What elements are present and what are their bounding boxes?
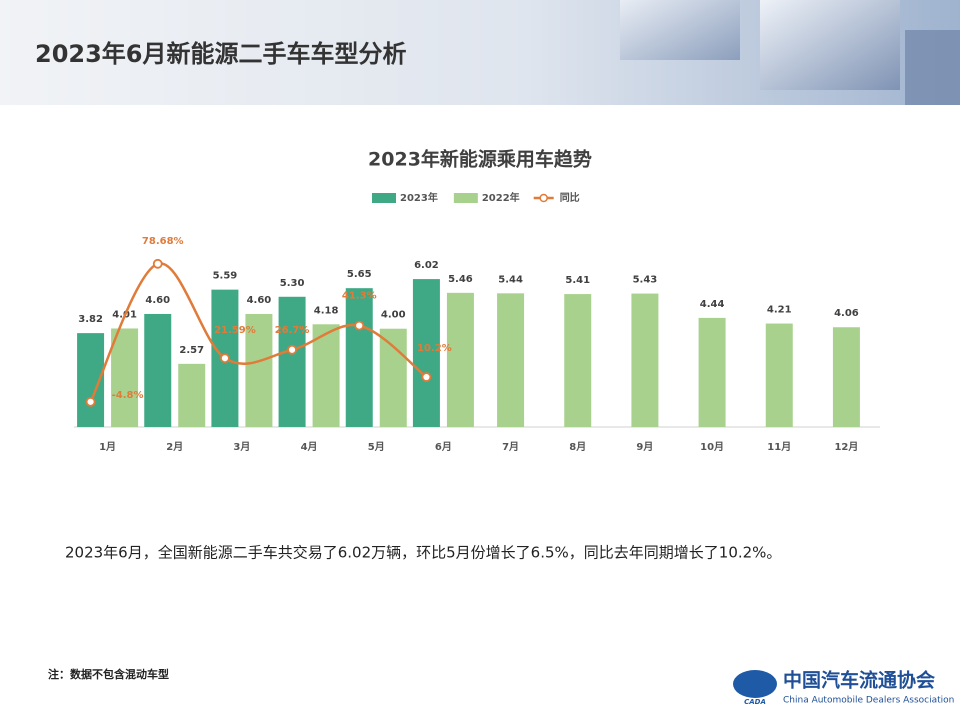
x-tick-label: 9月 <box>636 441 653 453</box>
bar <box>631 293 659 427</box>
line-marker <box>354 320 365 331</box>
x-tick-label: 8月 <box>569 441 586 453</box>
bar <box>111 328 139 427</box>
note: 注：数据不包含混动车型 <box>48 667 169 681</box>
x-tick-label: 6月 <box>435 441 452 453</box>
bar <box>564 294 592 427</box>
legend-swatch <box>372 193 396 203</box>
bar-value-label: 4.44 <box>700 299 725 310</box>
header-cube <box>620 0 740 60</box>
chart-title: 2023年新能源乘用车趋势 <box>368 148 592 171</box>
bar-value-label: 5.43 <box>633 275 658 286</box>
header-cube <box>760 0 900 90</box>
legend-label: 2023年 <box>400 191 438 204</box>
bar-value-label: 5.46 <box>448 274 473 285</box>
bar-value-label: 4.60 <box>247 295 272 306</box>
line-marker <box>287 344 297 355</box>
bar <box>178 363 206 427</box>
bar-value-label: 5.65 <box>347 269 372 280</box>
bar <box>832 327 860 427</box>
x-tick-label: 4月 <box>301 441 318 453</box>
x-tick-label: 10月 <box>700 441 724 453</box>
bar-value-label: 6.02 <box>414 260 439 271</box>
bar-value-label: 3.82 <box>78 314 103 325</box>
bar <box>446 292 474 427</box>
line-marker <box>220 353 230 364</box>
bar-value-label: 4.06 <box>834 308 859 319</box>
bar <box>698 317 726 427</box>
x-tick-label: 12月 <box>834 441 858 453</box>
legend-label: 2022年 <box>482 191 520 204</box>
bar-value-label: 4.00 <box>381 310 406 321</box>
line-value-label: 78.68% <box>142 236 184 247</box>
line-value-label: 21.59% <box>214 325 256 336</box>
bar-value-label: 4.18 <box>314 305 339 316</box>
x-tick-label: 1月 <box>99 441 116 453</box>
bar <box>345 288 373 427</box>
bar-value-label: 5.44 <box>498 274 523 285</box>
legend-label: 同比 <box>560 191 580 204</box>
bar-value-label: 4.21 <box>767 305 792 316</box>
logo-name: 中国汽车流通协会 <box>783 669 935 692</box>
line-marker <box>85 396 96 407</box>
bar <box>278 296 306 427</box>
line-value-label: -4.8% <box>112 390 144 401</box>
x-tick-label: 2月 <box>166 441 183 453</box>
line-value-label: 26.7% <box>275 325 310 336</box>
line-marker <box>421 372 432 382</box>
legend-swatch <box>453 193 478 203</box>
bar <box>245 313 273 427</box>
legend-swatch <box>539 193 548 203</box>
logo-mark: CADA <box>744 698 766 706</box>
line-marker <box>152 258 163 269</box>
bar <box>412 279 440 427</box>
logo-emblem <box>733 670 777 698</box>
slide-title: 2023年6月新能源二手车车型分析 <box>35 40 407 68</box>
header-cube <box>905 30 960 105</box>
bar <box>144 313 172 427</box>
line-value-label: 41.3% <box>342 291 377 302</box>
bar <box>379 328 407 427</box>
line-value-label: 10.2% <box>417 343 452 354</box>
bar-value-label: 5.41 <box>565 275 590 286</box>
plot: 1月 2月 3月 4月 5月 6月 7月 8月 9月 10月 11月 12月 3.82 4.60 5.59 5… <box>74 236 880 453</box>
bar-value-label: 5.30 <box>280 278 305 289</box>
logo-english: China Automobile Dealers Association <box>783 696 954 706</box>
x-tick-label: 3月 <box>233 441 250 453</box>
legend: 2023年 2022年 同比 <box>372 191 580 204</box>
bar <box>312 324 340 427</box>
bar-value-label: 2.57 <box>179 345 204 356</box>
x-tick-label: 7月 <box>502 441 519 453</box>
x-tick-label: 11月 <box>767 441 791 453</box>
x-tick-label: 5月 <box>368 441 385 453</box>
bar-value-label: 5.59 <box>213 271 238 282</box>
summary: 2023年6月，全国新能源二手车共交易了6.02万辆，环比5月份增长了6.5%，… <box>65 544 781 562</box>
bar <box>497 293 525 427</box>
bar-value-label: 4.60 <box>145 295 170 306</box>
bar <box>765 323 793 427</box>
